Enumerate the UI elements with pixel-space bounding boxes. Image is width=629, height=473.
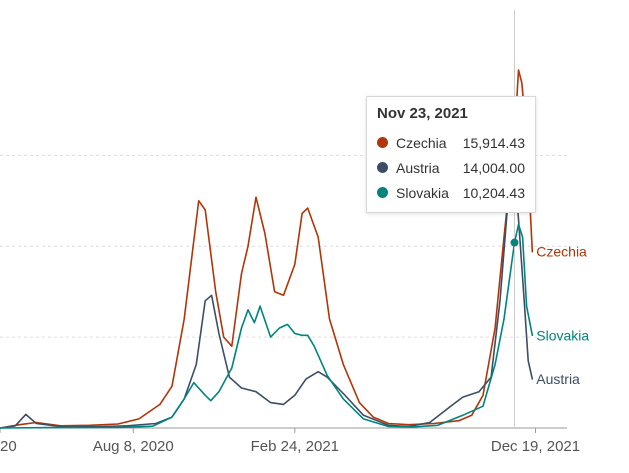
tooltip-value: 10,204.43 (462, 184, 525, 201)
x-tick-label: 2020 (0, 438, 17, 455)
end-label-czechia: Czechia (536, 244, 587, 260)
end-label-slovakia: Slovakia (536, 327, 589, 343)
hover-marker-slovakia (510, 238, 519, 247)
hover-markers (510, 10, 519, 428)
tooltip-row-austria: Austria 14,004.00 (377, 155, 525, 180)
x-tick-label: Aug 8, 2020 (93, 438, 174, 455)
czechia-dot-icon (377, 137, 388, 148)
slovakia-dot-icon (377, 187, 388, 198)
tooltip-series-name: Czechia (396, 134, 447, 151)
tooltip-value: 14,004.00 (462, 159, 525, 176)
tooltip: Nov 23, 2021 Czechia 15,914.43 Austria 1… (366, 96, 536, 213)
tooltip-row-czechia: Czechia 15,914.43 (377, 130, 525, 155)
tooltip-series-name: Slovakia (396, 184, 449, 201)
x-axis: 2020 Aug 8, 2020 Feb 24, 2021 Dec 19, 2021 (0, 427, 580, 455)
gridlines (0, 154, 567, 338)
series-line-slovakia (0, 223, 534, 429)
series-line-austria (0, 172, 534, 429)
tooltip-date: Nov 23, 2021 (377, 105, 468, 122)
tooltip-series-name: Austria (396, 159, 440, 176)
tooltip-row-slovakia: Slovakia 10,204.43 (377, 180, 525, 205)
x-tick-label: Feb 24, 2021 (251, 438, 339, 455)
tooltip-value: 15,914.43 (462, 134, 525, 151)
end-labels: Czechia Slovakia Austria (536, 244, 589, 387)
end-label-austria: Austria (536, 371, 580, 387)
austria-dot-icon (377, 162, 388, 173)
x-tick-label: Dec 19, 2021 (491, 438, 580, 455)
